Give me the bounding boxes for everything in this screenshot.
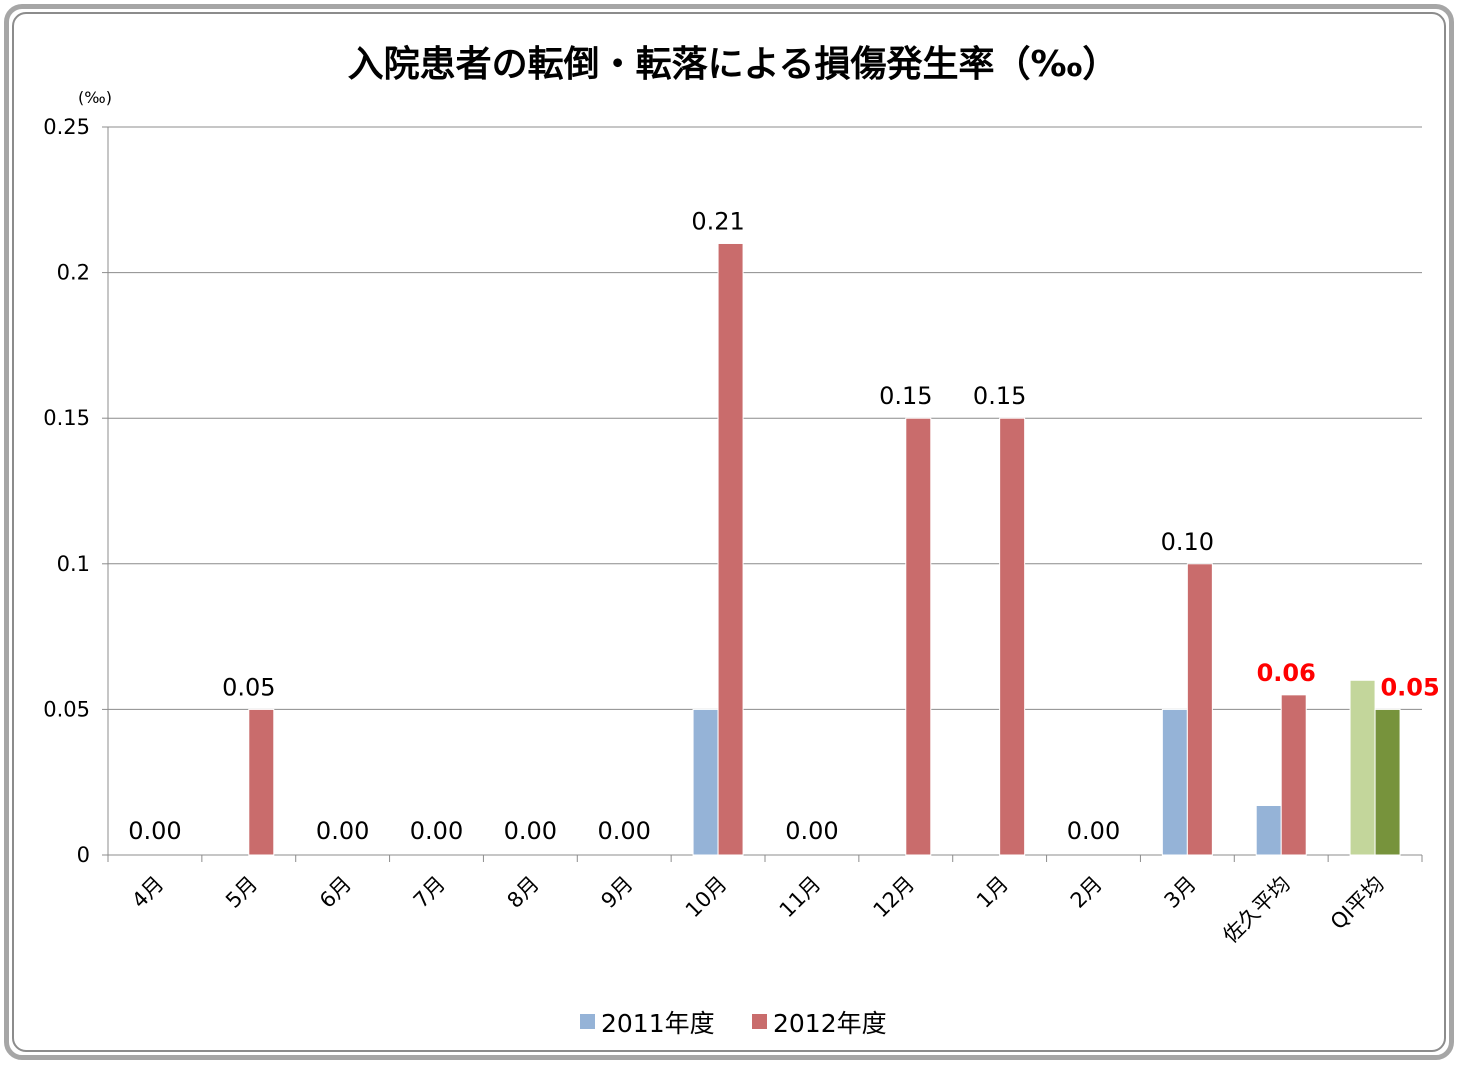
data-label: 0.00 [1067,817,1120,845]
y-tick-label: 0.2 [57,261,90,285]
bar-2011 [692,708,719,856]
bar-2012 [905,417,932,856]
data-label: 0.05 [222,673,275,701]
x-tick-label: QI平均 [1326,872,1389,935]
data-label: 0.15 [973,382,1026,410]
y-tick-label: 0.15 [43,406,90,430]
x-tick-label: 5月 [221,872,262,913]
y-tick-label: 0.1 [57,552,90,576]
legend-label: 2012年度 [773,1009,887,1038]
chart-inner-frame [12,12,1446,1052]
x-tick-label: 1月 [972,872,1013,913]
bar-2012 [1186,563,1213,856]
x-tick-label: 12月 [869,872,920,923]
y-tick-label: 0.05 [43,697,90,721]
data-label: 0.05 [1380,673,1439,701]
x-tick-label: 2月 [1066,872,1107,913]
data-label: 0.00 [128,817,181,845]
data-label: 0.10 [1161,528,1214,556]
y-tick-label: 0 [77,843,90,867]
x-tick-label: 佐久平均 [1218,872,1294,948]
data-label: 0.00 [410,817,463,845]
x-tick-label: 11月 [775,872,826,923]
bar-2012 [999,417,1026,856]
bar-2012 [248,708,275,856]
bar-2012 [717,242,744,856]
data-label: 0.00 [316,817,369,845]
data-label: 0.00 [597,817,650,845]
qi-average-bar [1374,708,1401,856]
legend-label: 2011年度 [601,1009,715,1038]
bar-2012 [1280,694,1307,856]
data-label: 0.06 [1257,659,1316,687]
bar-2011 [1161,708,1188,856]
x-tick-label: 3月 [1160,872,1201,913]
x-tick-label: 8月 [503,872,544,913]
x-tick-label: 4月 [127,872,168,913]
legend-swatch [752,1014,767,1029]
qi-average-bar [1349,679,1376,856]
y-tick-label: 0.25 [43,115,90,139]
x-tick-label: 10月 [681,872,732,923]
bar-2011 [1255,804,1282,856]
data-label: 0.15 [879,382,932,410]
data-label: 0.21 [691,207,744,235]
data-label: 0.00 [785,817,838,845]
legend-swatch [580,1014,595,1029]
x-tick-label: 7月 [409,872,450,913]
chart-title: 入院患者の転倒・転落による損傷発生率（‰） [348,44,1119,85]
x-tick-label: 6月 [315,872,356,913]
y-unit-label: (‰) [78,88,112,107]
data-label: 0.00 [504,817,557,845]
x-tick-label: 9月 [596,872,637,913]
